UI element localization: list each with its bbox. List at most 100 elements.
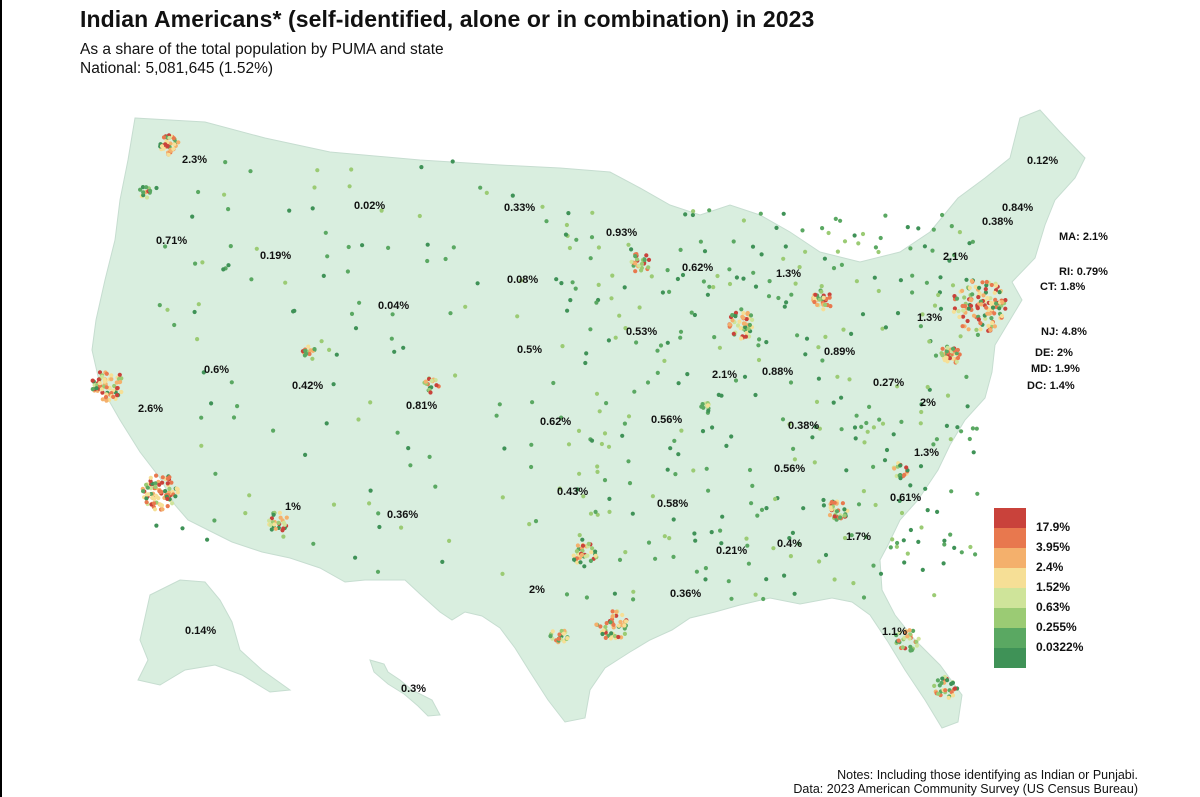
puma-dot — [103, 395, 109, 400]
puma-dot — [994, 301, 999, 306]
legend-label: 17.9% — [1036, 520, 1071, 534]
puma-dot — [901, 538, 906, 543]
puma-dot — [602, 431, 608, 436]
state-share-label: 0.56% — [651, 414, 682, 426]
puma-dot — [902, 560, 907, 565]
legend-label: 2.4% — [1036, 560, 1064, 574]
puma-dot — [570, 280, 575, 285]
puma-dot — [935, 678, 941, 683]
legend-swatch — [994, 528, 1026, 548]
puma-dot — [793, 281, 798, 286]
puma-dot — [990, 305, 996, 310]
puma-dot — [406, 446, 411, 451]
puma-dot — [908, 483, 913, 488]
puma-dot — [911, 628, 916, 634]
puma-dot — [897, 498, 902, 503]
puma-dot — [828, 304, 833, 309]
state-share-label: 2.1% — [712, 369, 737, 381]
puma-dot — [750, 317, 755, 322]
puma-dot — [745, 543, 750, 548]
land-layer — [91, 109, 1086, 729]
puma-dot — [660, 290, 666, 295]
puma-dot — [171, 136, 176, 141]
puma-dot — [966, 306, 971, 311]
puma-dot — [871, 464, 876, 469]
puma-dot — [632, 389, 637, 394]
puma-dot — [978, 327, 983, 332]
puma-dot — [859, 424, 864, 429]
puma-dot — [102, 377, 107, 382]
state-share-label: MA: 2.1% — [1059, 231, 1108, 243]
puma-dot — [389, 336, 394, 341]
puma-dot — [325, 254, 330, 259]
puma-dot — [375, 569, 381, 574]
legend-swatch — [994, 568, 1026, 588]
puma-dot — [588, 558, 594, 564]
puma-dot — [986, 323, 991, 328]
puma-dot — [331, 502, 337, 507]
puma-dot — [989, 316, 994, 321]
puma-dot — [593, 509, 598, 514]
legend-swatch — [994, 548, 1026, 568]
puma-dot — [784, 300, 789, 305]
puma-dot — [111, 394, 116, 399]
puma-dot — [548, 634, 553, 639]
puma-dot — [589, 235, 595, 240]
puma-dot — [440, 559, 445, 565]
puma-dot — [145, 485, 150, 490]
puma-dot — [899, 419, 904, 424]
alaska-shape — [137, 579, 292, 693]
puma-dot — [212, 518, 217, 523]
puma-dot — [685, 372, 690, 377]
puma-dot — [839, 262, 845, 267]
puma-dot — [919, 402, 924, 407]
puma-dot — [990, 320, 995, 325]
puma-dot — [817, 426, 823, 431]
puma-dot — [787, 536, 792, 541]
puma-dot — [280, 528, 285, 533]
puma-dot — [676, 452, 681, 457]
puma-dot — [959, 550, 964, 555]
puma-dot — [744, 536, 749, 541]
puma-dot — [428, 390, 433, 395]
puma-dot — [999, 313, 1005, 319]
puma-dot — [707, 284, 712, 289]
puma-dot — [749, 501, 754, 506]
puma-dot — [635, 257, 640, 262]
puma-dot — [655, 370, 660, 375]
puma-dot — [773, 496, 778, 502]
puma-dot — [864, 534, 869, 540]
puma-dot — [588, 511, 594, 516]
puma-dot — [310, 356, 315, 361]
puma-dot — [934, 437, 940, 442]
puma-dot — [729, 434, 734, 439]
puma-dot — [815, 302, 820, 307]
puma-dot — [895, 540, 900, 546]
puma-dot — [813, 424, 818, 429]
state-share-label: 1.3% — [914, 447, 939, 459]
puma-dot — [983, 287, 988, 292]
puma-dot — [633, 261, 638, 266]
puma-dot — [564, 222, 570, 228]
puma-dot — [812, 299, 817, 305]
puma-dot — [823, 334, 828, 339]
puma-dot — [271, 512, 276, 517]
puma-dot — [96, 377, 101, 382]
puma-dot — [527, 522, 532, 527]
puma-dot — [734, 275, 740, 280]
puma-dot — [319, 339, 324, 344]
puma-dot — [574, 549, 580, 554]
puma-dot — [112, 383, 117, 389]
puma-dot — [919, 525, 924, 530]
puma-dot — [602, 478, 608, 483]
puma-dot — [864, 420, 869, 426]
contiguous-us-shape — [91, 109, 1086, 729]
puma-dot — [115, 386, 120, 391]
puma-dot — [683, 212, 688, 217]
puma-dot — [315, 168, 320, 173]
puma-dot — [748, 313, 754, 318]
puma-dot — [594, 300, 599, 305]
puma-dot — [281, 534, 286, 539]
puma-dot — [954, 296, 960, 301]
puma-dot — [743, 334, 749, 339]
